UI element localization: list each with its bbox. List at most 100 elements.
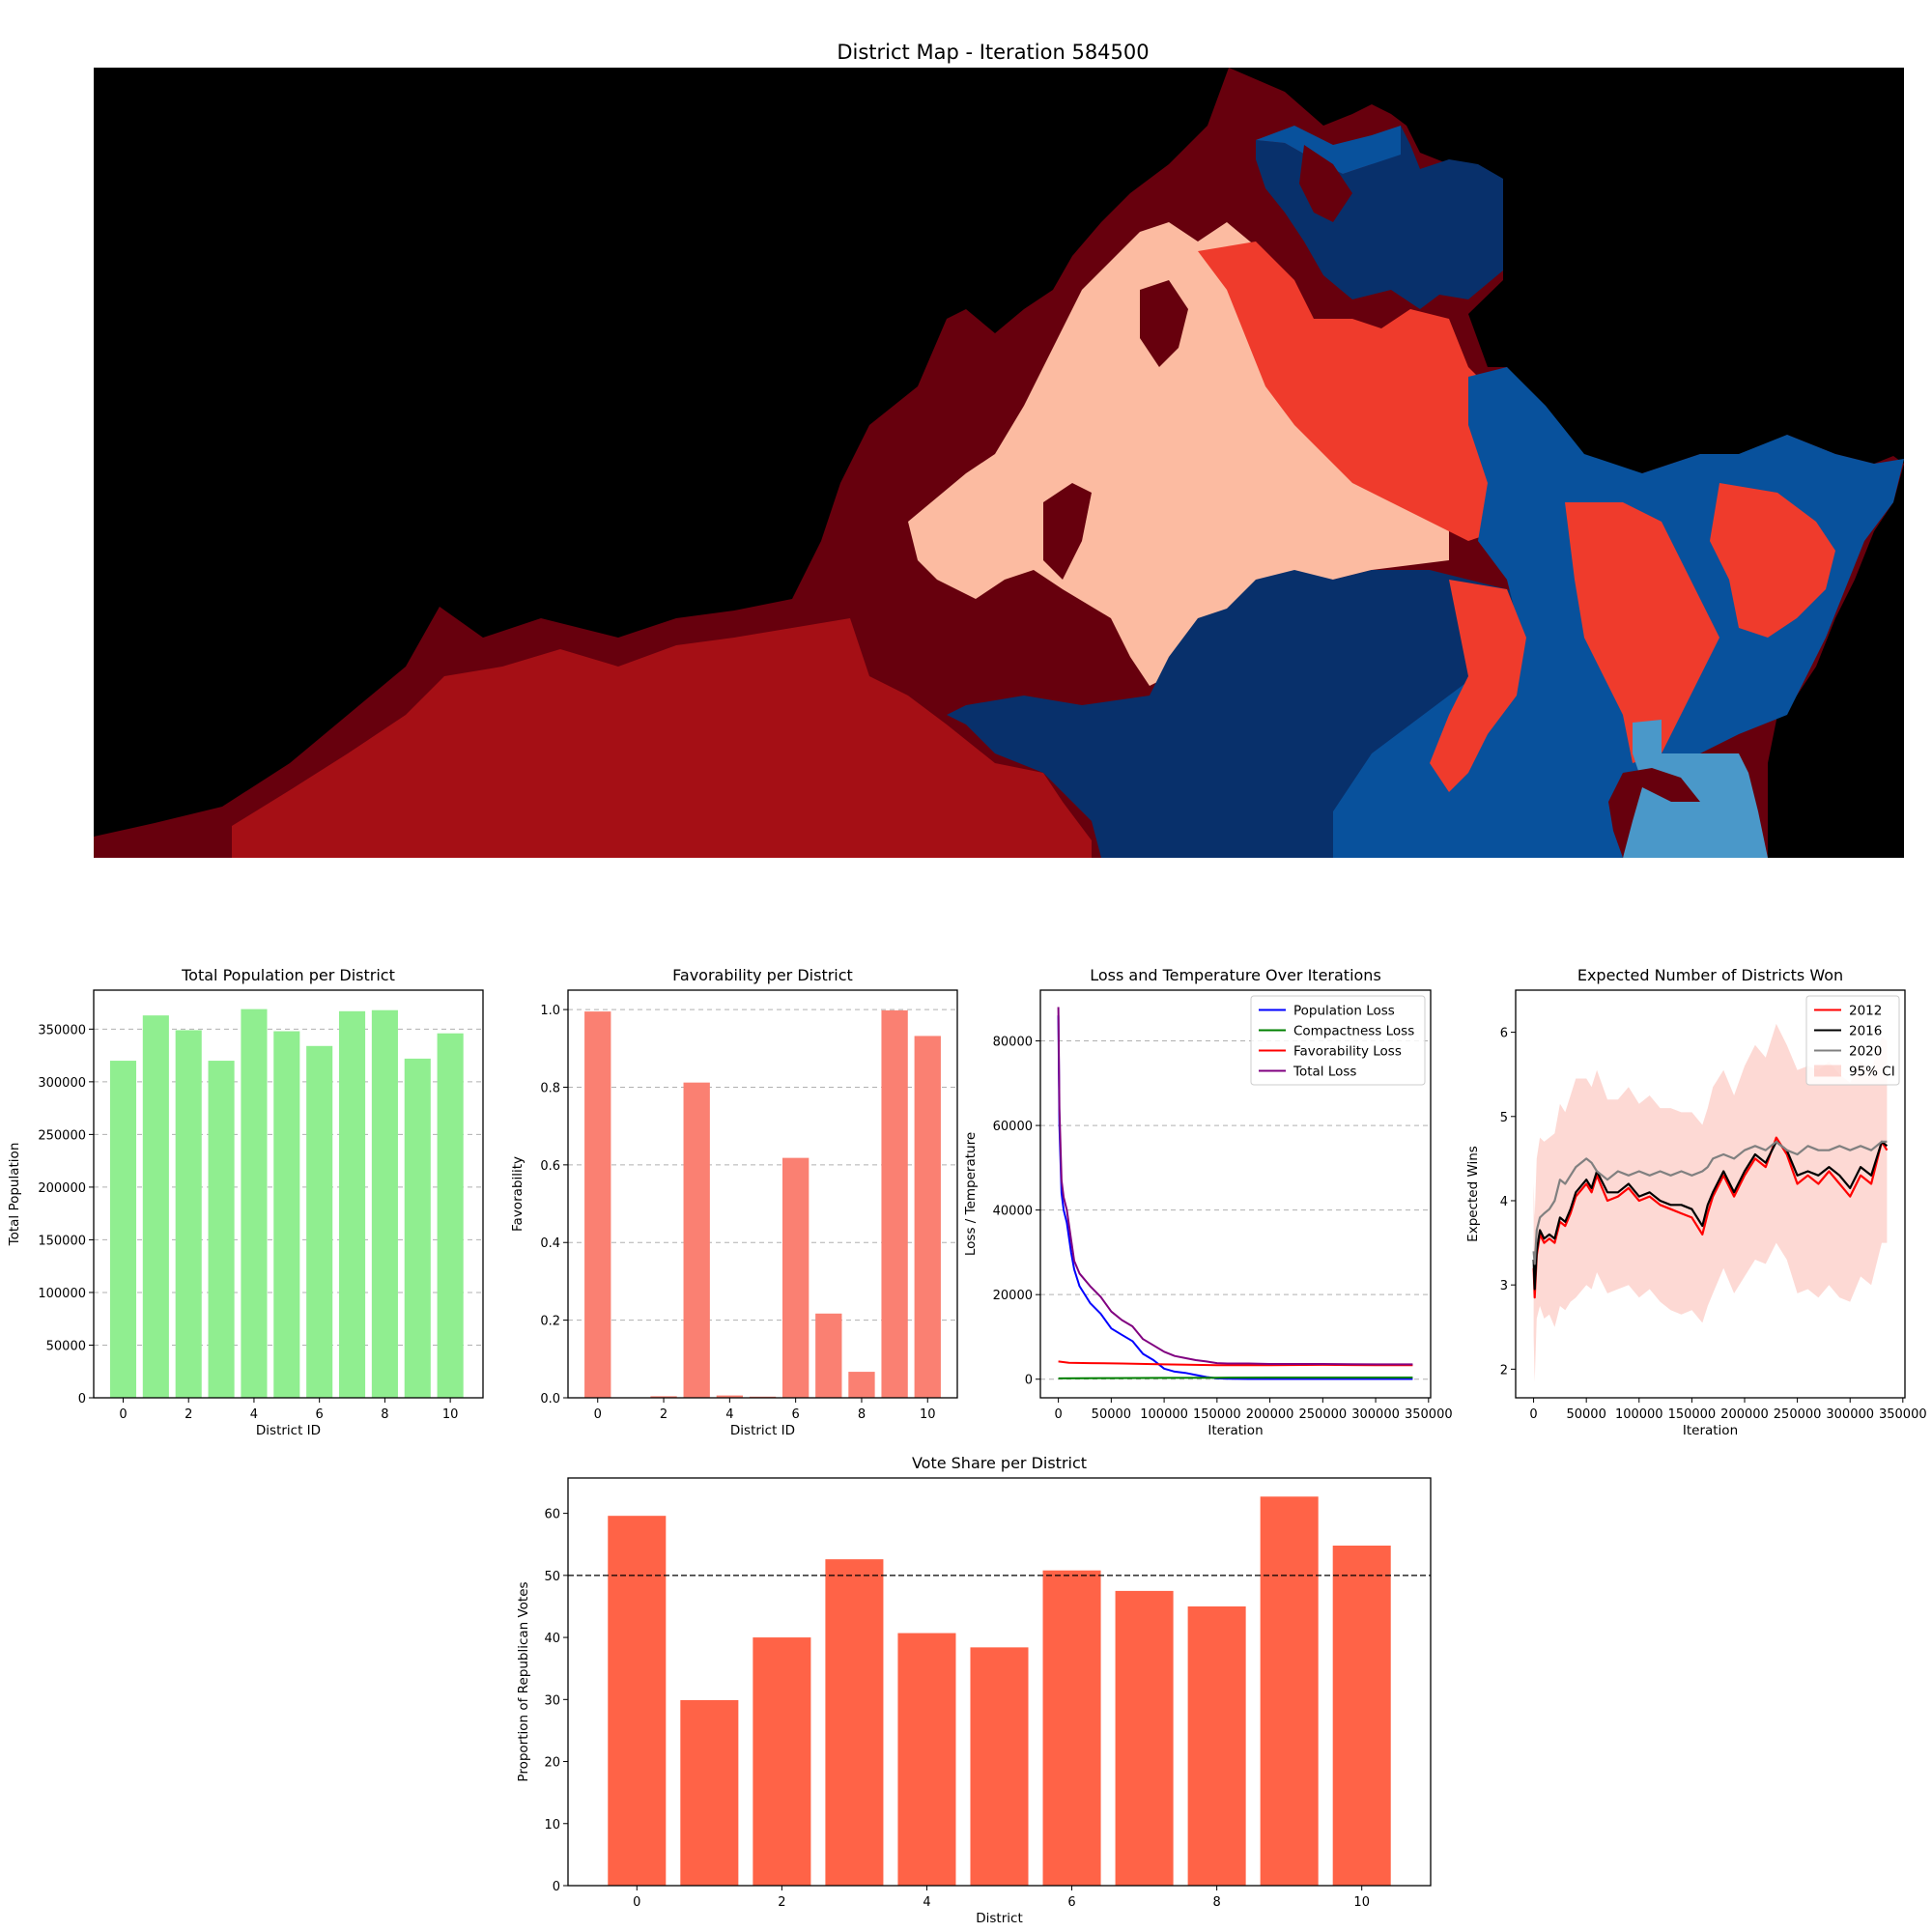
expected-xtick-label: 50000 bbox=[1566, 1407, 1605, 1422]
map-title: District Map - Iteration 584500 bbox=[837, 41, 1149, 64]
favorability-bar bbox=[881, 1009, 908, 1398]
map-region-bright-red-a bbox=[1198, 242, 1565, 541]
loss-ylabel: Loss / Temperature bbox=[963, 1132, 979, 1256]
favorability-xtick-label: 10 bbox=[920, 1407, 936, 1422]
population-ytick-label: 100000 bbox=[38, 1287, 86, 1301]
loss-legend-label: Favorability Loss bbox=[1293, 1044, 1402, 1060]
voteshare-bar bbox=[753, 1637, 811, 1886]
loss-xtick-label: 50000 bbox=[1092, 1407, 1131, 1422]
vote-share-chart: Vote Share per District District Proportio… bbox=[516, 1454, 1432, 1926]
loss-series-line bbox=[1057, 1007, 1413, 1366]
voteshare-bar bbox=[1187, 1605, 1246, 1886]
population-ytick-label: 350000 bbox=[38, 1023, 86, 1037]
loss-ytick-label: 20000 bbox=[993, 1289, 1033, 1303]
voteshare-xtick-label: 6 bbox=[1067, 1895, 1075, 1910]
population-xtick-label: 0 bbox=[119, 1407, 127, 1422]
population-ytick-label: 300000 bbox=[38, 1076, 86, 1091]
loss-ytick-label: 0 bbox=[1025, 1374, 1033, 1388]
population-bar bbox=[241, 1009, 268, 1398]
population-ytick-label: 250000 bbox=[38, 1128, 86, 1143]
expected-xtick-label: 250000 bbox=[1774, 1407, 1822, 1422]
voteshare-title: Vote Share per District bbox=[912, 1454, 1087, 1472]
expected-legend-label: 2012 bbox=[1849, 1004, 1882, 1019]
voteshare-xtick-label: 10 bbox=[1353, 1895, 1370, 1910]
voteshare-bar bbox=[1332, 1546, 1391, 1886]
voteshare-xtick-label: 0 bbox=[633, 1895, 640, 1910]
population-xlabel: District ID bbox=[256, 1423, 321, 1438]
loss-series-line bbox=[1057, 1015, 1413, 1380]
map-region-bright-red-b bbox=[1565, 502, 1719, 763]
loss-xtick-label: 150000 bbox=[1193, 1407, 1241, 1422]
voteshare-ylabel: Proportion of Republican Votes bbox=[516, 1581, 531, 1781]
map-region-bright-red-d bbox=[1430, 580, 1526, 792]
favorability-frame bbox=[567, 989, 958, 1399]
voteshare-ytick-label: 40 bbox=[544, 1632, 560, 1646]
loss-legend-label: Population Loss bbox=[1293, 1004, 1395, 1019]
population-bar bbox=[404, 1058, 431, 1398]
map-region-dark-red-finger-b bbox=[1140, 280, 1188, 367]
favorability-ytick-label: 0.6 bbox=[540, 1159, 560, 1174]
favorability-title: Favorability per District bbox=[672, 966, 853, 984]
favorability-bar bbox=[781, 1157, 810, 1398]
population-chart: Total Population per District District ID… bbox=[7, 966, 484, 1438]
population-ylabel: Total Population bbox=[7, 1143, 22, 1247]
expected-series-line bbox=[1532, 1140, 1889, 1291]
map-region-light-blue bbox=[1623, 720, 1768, 858]
loss-legend bbox=[1250, 995, 1426, 1086]
loss-ytick-label: 40000 bbox=[993, 1205, 1033, 1219]
favorability-xtick-label: 2 bbox=[660, 1407, 668, 1422]
expected-xtick-label: 150000 bbox=[1668, 1407, 1717, 1422]
expected-ytick-label: 5 bbox=[1500, 1111, 1508, 1125]
voteshare-bar bbox=[1042, 1570, 1101, 1886]
population-ytick-label: 200000 bbox=[38, 1181, 86, 1196]
population-bar bbox=[142, 1015, 169, 1398]
voteshare-frame bbox=[567, 1477, 1432, 1887]
favorability-xtick-label: 6 bbox=[792, 1407, 800, 1422]
loss-xtick-label: 200000 bbox=[1246, 1407, 1294, 1422]
population-bar bbox=[273, 1031, 300, 1398]
loss-ytick-label: 60000 bbox=[993, 1120, 1033, 1134]
voteshare-bar bbox=[680, 1699, 739, 1886]
population-bar bbox=[437, 1033, 464, 1398]
favorability-ytick-label: 0.4 bbox=[540, 1236, 560, 1251]
favorability-bar bbox=[914, 1036, 941, 1398]
expected-legend-label: 95% CI bbox=[1849, 1065, 1895, 1080]
loss-title: Loss and Temperature Over Iterations bbox=[1090, 966, 1381, 984]
favorability-bar bbox=[848, 1372, 875, 1398]
population-ytick-label: 0 bbox=[78, 1392, 86, 1406]
voteshare-bar bbox=[970, 1647, 1029, 1886]
voteshare-ytick-label: 60 bbox=[544, 1508, 560, 1522]
favorability-bar bbox=[716, 1395, 744, 1398]
expected-xtick-label: 100000 bbox=[1615, 1407, 1663, 1422]
loss-xtick-label: 300000 bbox=[1351, 1407, 1400, 1422]
map-region-blue-north bbox=[1256, 126, 1401, 174]
loss-chart: Loss and Temperature Over Iterations Iter… bbox=[963, 966, 1453, 1438]
loss-xtick-label: 350000 bbox=[1405, 1407, 1453, 1422]
favorability-bar bbox=[650, 1396, 677, 1398]
expected-ytick-label: 2 bbox=[1500, 1363, 1508, 1378]
population-frame bbox=[93, 989, 484, 1399]
expected-frame bbox=[1515, 989, 1906, 1399]
favorability-ytick-label: 0.8 bbox=[540, 1081, 560, 1095]
population-ytick-label: 50000 bbox=[46, 1339, 86, 1353]
loss-frame bbox=[1039, 989, 1432, 1399]
voteshare-xtick-label: 8 bbox=[1212, 1895, 1220, 1910]
expected-xtick-label: 200000 bbox=[1720, 1407, 1769, 1422]
voteshare-ytick-label: 20 bbox=[544, 1756, 560, 1771]
expected-xlabel: Iteration bbox=[1683, 1423, 1738, 1438]
favorability-ytick-label: 1.0 bbox=[540, 1004, 560, 1018]
voteshare-ytick-label: 0 bbox=[553, 1880, 560, 1894]
population-bar bbox=[306, 1045, 333, 1398]
favorability-xtick-label: 0 bbox=[594, 1407, 602, 1422]
population-xtick-label: 10 bbox=[442, 1407, 459, 1422]
expected-ytick-label: 3 bbox=[1500, 1279, 1508, 1293]
population-xtick-label: 8 bbox=[381, 1407, 388, 1422]
loss-ytick-label: 80000 bbox=[993, 1036, 1033, 1050]
population-xtick-label: 4 bbox=[250, 1407, 258, 1422]
voteshare-xlabel: District bbox=[976, 1911, 1023, 1926]
favorability-ylabel: Favorability bbox=[510, 1156, 526, 1232]
expected-ytick-label: 4 bbox=[1500, 1195, 1508, 1209]
favorability-bar bbox=[683, 1082, 710, 1398]
loss-xtick-label: 0 bbox=[1054, 1407, 1062, 1422]
